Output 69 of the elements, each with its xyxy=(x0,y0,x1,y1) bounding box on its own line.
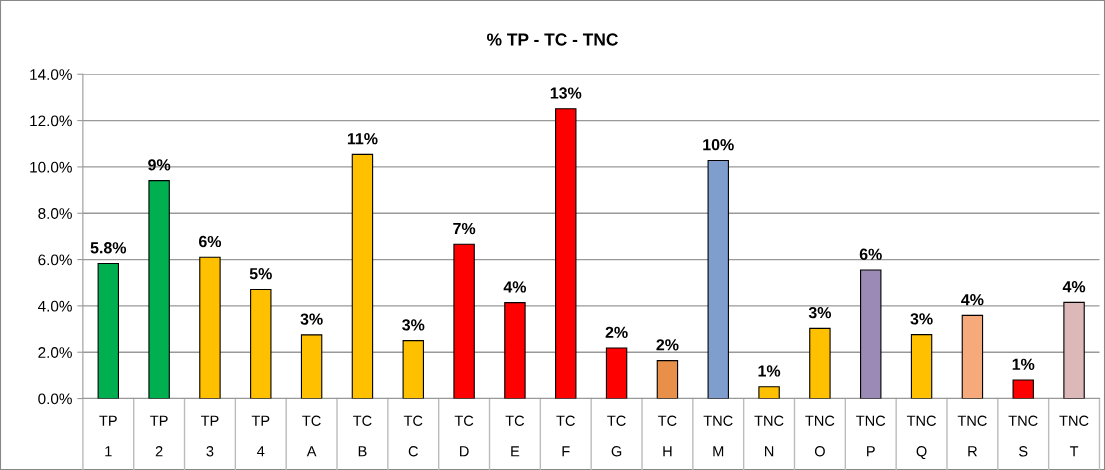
bar xyxy=(402,340,424,399)
y-tick-label: 10.0% xyxy=(30,161,72,173)
bar xyxy=(910,334,933,399)
data-label: 9% xyxy=(148,159,171,171)
y-tick-label: 0.0% xyxy=(38,393,72,405)
category-label: TC C xyxy=(403,415,423,457)
data-label: 4% xyxy=(503,281,527,293)
data-label: 4% xyxy=(1062,281,1086,293)
data-label: 3% xyxy=(910,313,933,325)
category-label: TNC Q xyxy=(906,415,936,460)
category-label: TC G xyxy=(607,415,626,457)
category-label: TNC M xyxy=(703,415,733,457)
category-label: TC D xyxy=(454,415,474,457)
bar xyxy=(453,243,475,399)
category-label: TP 3 xyxy=(200,415,219,457)
data-label: 2% xyxy=(656,339,679,351)
category-label: TC H xyxy=(658,415,677,457)
y-tick-label: 4.0% xyxy=(37,300,72,312)
category-label: TC A xyxy=(302,415,321,457)
bar xyxy=(199,256,221,399)
bar xyxy=(707,159,729,399)
y-tick-label: 6.0% xyxy=(38,254,72,266)
category-label: TNC S xyxy=(1008,415,1038,457)
bar xyxy=(758,386,780,399)
category-label: TP 2 xyxy=(150,415,168,457)
y-tick-label: 12.0% xyxy=(30,115,72,127)
bar xyxy=(250,288,272,399)
category-label: TC B xyxy=(353,415,372,457)
category-label: TP 1 xyxy=(99,415,117,457)
data-label: 5% xyxy=(249,268,272,280)
data-label: 2% xyxy=(605,326,628,338)
data-label: 7% xyxy=(453,222,476,235)
bar xyxy=(656,360,679,399)
bar xyxy=(351,153,374,399)
bar xyxy=(605,347,628,399)
category-label: TC E xyxy=(505,415,525,457)
data-label: 11% xyxy=(347,133,378,145)
data-label: 5.8% xyxy=(90,242,127,254)
bar xyxy=(961,314,984,399)
bar xyxy=(300,334,323,399)
category-label: TNC R xyxy=(957,415,987,457)
category-label: TP 4 xyxy=(251,415,270,457)
y-tick-label: 8.0% xyxy=(38,208,72,219)
data-label: 3% xyxy=(808,306,832,319)
chart-title: % TP - TC - TNC xyxy=(487,33,618,46)
data-label: 6% xyxy=(198,235,222,248)
bar xyxy=(1012,379,1034,399)
data-label: 3% xyxy=(300,313,323,325)
bar xyxy=(148,180,170,399)
data-label: 13% xyxy=(550,87,582,99)
category-label: TC F xyxy=(556,415,575,457)
category-label: TNC O xyxy=(805,415,835,457)
data-label: 10% xyxy=(703,139,734,151)
bar xyxy=(97,262,120,399)
bar xyxy=(555,108,577,399)
bar xyxy=(809,327,831,399)
bar xyxy=(860,269,882,399)
category-label: TNC T xyxy=(1059,415,1089,457)
data-label: 6% xyxy=(859,248,882,260)
data-label: 1% xyxy=(758,365,781,377)
y-tick-label: 2.0% xyxy=(38,347,72,358)
bar xyxy=(504,302,526,399)
y-tick-label: 14.0% xyxy=(30,69,72,80)
data-label: 3% xyxy=(402,319,425,331)
category-label: TNC N xyxy=(754,415,784,457)
data-label: 1% xyxy=(1012,358,1035,370)
category-label: TNC P xyxy=(856,415,886,457)
data-label: 4% xyxy=(961,294,984,306)
bar xyxy=(1063,301,1085,399)
